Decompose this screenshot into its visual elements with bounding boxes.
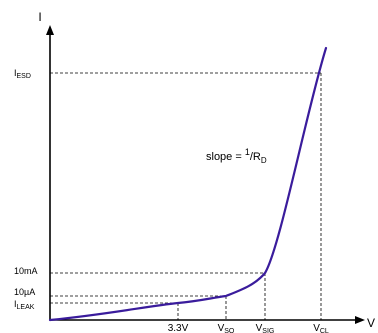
x-tick-label-v33: 3.3V [168,323,189,333]
x-axis-label: V [367,316,375,330]
x-tick-label-vcl: VCL [313,323,329,333]
dashed-guide-lines [50,72,322,320]
slope-annotation: slope = 1/RD [206,147,267,165]
y-tick-label-i10ua: 10µA [14,287,35,297]
iv-curve-line [48,46,328,322]
y-tick-label-i10ma: 10mA [14,266,38,276]
x-tick-label-vso: VSO [218,323,235,333]
y-axis-label: I [38,10,41,24]
y-tick-label-ileak: ILEAK [14,299,35,311]
x-tick-labels: 3.3V VSO VSIG VCL [168,323,329,333]
y-tick-labels: IESD 10mA 10µA ILEAK [14,68,38,311]
x-tick-label-vsig: VSIG [256,323,275,333]
y-tick-label-iesd: IESD [14,68,31,80]
